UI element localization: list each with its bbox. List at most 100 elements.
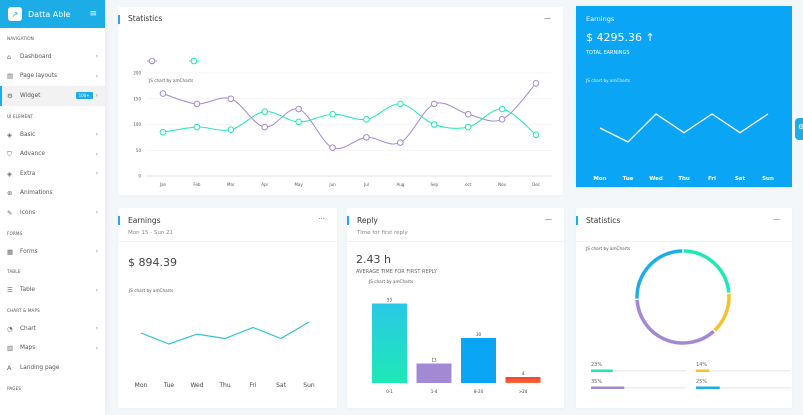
legend-marker [190, 57, 198, 65]
item-label: Forms [20, 248, 38, 255]
x-tick-label: Fri [708, 176, 716, 182]
amcharts-watermark: JS chart by amCharts [586, 246, 631, 251]
data-label: 13 [431, 358, 437, 363]
item-label: Advance [20, 151, 45, 158]
y-tick-label: 0 [138, 174, 141, 179]
x-tick-label: Jun [328, 182, 336, 187]
data-point [464, 110, 472, 118]
series-line [599, 113, 769, 143]
sidebar-item-basic[interactable]: ◈ Basic › [0, 125, 105, 145]
data-point [430, 100, 438, 108]
data-point [464, 123, 472, 131]
earnings-week-chart: Mon Tue Wed Thu Fri Sat Sun [135, 321, 315, 389]
sidebar-item-forms[interactable]: ▦ Forms › [0, 242, 105, 262]
sidebar-item-dashboard[interactable]: ⌂ Dashboard › [0, 47, 105, 67]
statistics-donut-chart: 23% 14% 35% 25% [591, 249, 791, 389]
sidebar-item-landing-page[interactable]: A Landing page [0, 358, 105, 378]
sidebar-item-animations[interactable]: ⊛ Animations [0, 184, 105, 204]
data-point [397, 100, 404, 108]
amcharts-watermark: JS chart by amCharts [586, 78, 631, 83]
series-line [140, 321, 310, 345]
sidebar-item-page-layouts[interactable]: ▤ Page layouts › [0, 67, 105, 87]
statistics-line-card: Statistics — 0 50 100 150 200 Jan Feb Mar Apr May… [118, 7, 563, 195]
navigation-icon: A [7, 363, 12, 372]
chevron-right-icon: › [95, 325, 98, 333]
data-point [363, 116, 370, 123]
item-label: Maps [20, 345, 36, 352]
percent-label: 25% [696, 379, 707, 385]
data-point [261, 123, 269, 131]
minimize-button[interactable]: — [545, 215, 552, 223]
menu-toggle-icon[interactable]: ≡ [89, 9, 97, 19]
x-tick-label: Thu [678, 176, 690, 182]
bar [372, 303, 407, 383]
section-table: TABLE [7, 269, 21, 275]
x-tick-label: May [294, 182, 303, 187]
chevron-right-icon: › [95, 209, 98, 217]
widget-badge: 100+ [75, 92, 93, 100]
sidebar-item-extra[interactable]: ◈ Extra › [0, 164, 105, 184]
donut-slice [635, 249, 683, 299]
chevron-right-icon: › [95, 286, 98, 294]
amount-value: $ 4295.36 [586, 31, 642, 44]
progress-fill [696, 386, 720, 389]
package-icon: ◈ [7, 169, 12, 178]
percent-label: 35% [591, 379, 602, 385]
settings-gear-button[interactable]: ⚙ [795, 118, 803, 140]
section-chart-maps: CHART & MAPS [7, 307, 40, 313]
x-tick-label: Mon [135, 382, 148, 389]
sidebar-item-widget[interactable]: ⚙ Widget 100+ › [0, 86, 105, 106]
amcharts-watermark: JS chart by amCharts [148, 78, 193, 83]
chevron-right-icon: › [95, 248, 98, 256]
item-label: Landing page [20, 364, 60, 371]
section-navigation: NAVIGATION [7, 36, 34, 41]
section-pages: PAGES [7, 385, 22, 391]
chevron-right-icon: › [95, 170, 98, 178]
data-point [430, 121, 438, 128]
minimize-button[interactable]: — [544, 14, 551, 22]
more-button[interactable]: ··· [318, 215, 325, 223]
sidebar-item-advance[interactable]: ⛉ Advance › [0, 144, 105, 164]
progress-fill [591, 369, 613, 372]
statistics-donut-card: Statistics — JS chart by amCharts 23% 14%… [576, 208, 792, 408]
x-tick-label: 1-4 [431, 389, 438, 394]
y-tick-label: 200 [133, 71, 141, 76]
map-icon: ▥ [7, 344, 14, 353]
x-tick-label: Sep [430, 182, 438, 187]
progress-track [591, 387, 686, 389]
box-icon: ◈ [7, 130, 12, 139]
item-label: Chart [20, 325, 36, 332]
sidebar-item-table[interactable]: ☰ Table › [0, 280, 105, 300]
x-tick-label: Thu [218, 382, 230, 389]
chevron-right-icon: › [95, 92, 98, 100]
brand-name: Datta Able [28, 9, 71, 19]
data-point [532, 80, 540, 87]
x-tick-label: Sat [735, 176, 746, 182]
x-tick-label: >24 [519, 389, 528, 394]
progress-track [696, 370, 791, 372]
x-tick-label: Apr [261, 182, 268, 187]
minimize-button[interactable]: — [773, 215, 780, 223]
bar [416, 363, 452, 383]
data-point [227, 95, 235, 103]
chevron-right-icon: › [95, 150, 98, 158]
card-header: Statistics — [118, 7, 563, 31]
brand-header: ↗ Datta Able ≡ [0, 0, 105, 28]
item-label: Page layouts [20, 73, 57, 80]
x-tick-label: Fri [249, 382, 256, 389]
data-point [498, 116, 506, 123]
card-title: Statistics [586, 216, 621, 225]
x-tick-label: Tue [623, 176, 634, 182]
data-point [498, 105, 506, 113]
sidebar-item-icons[interactable]: ✎ Icons › [0, 203, 105, 223]
data-point [397, 139, 404, 146]
x-tick-label: Sat [276, 382, 286, 389]
sidebar-item-maps[interactable]: ▥ Maps › [0, 339, 105, 359]
progress-track [696, 387, 791, 389]
reply-value: 2.43 h [356, 253, 391, 266]
series-line [162, 103, 537, 136]
gitlab-icon: ⛉ [7, 149, 12, 158]
x-tick-label: Aug [396, 182, 404, 187]
sidebar-item-chart[interactable]: ◔ Chart › [0, 319, 105, 339]
x-tick-label: Mon [593, 176, 606, 182]
